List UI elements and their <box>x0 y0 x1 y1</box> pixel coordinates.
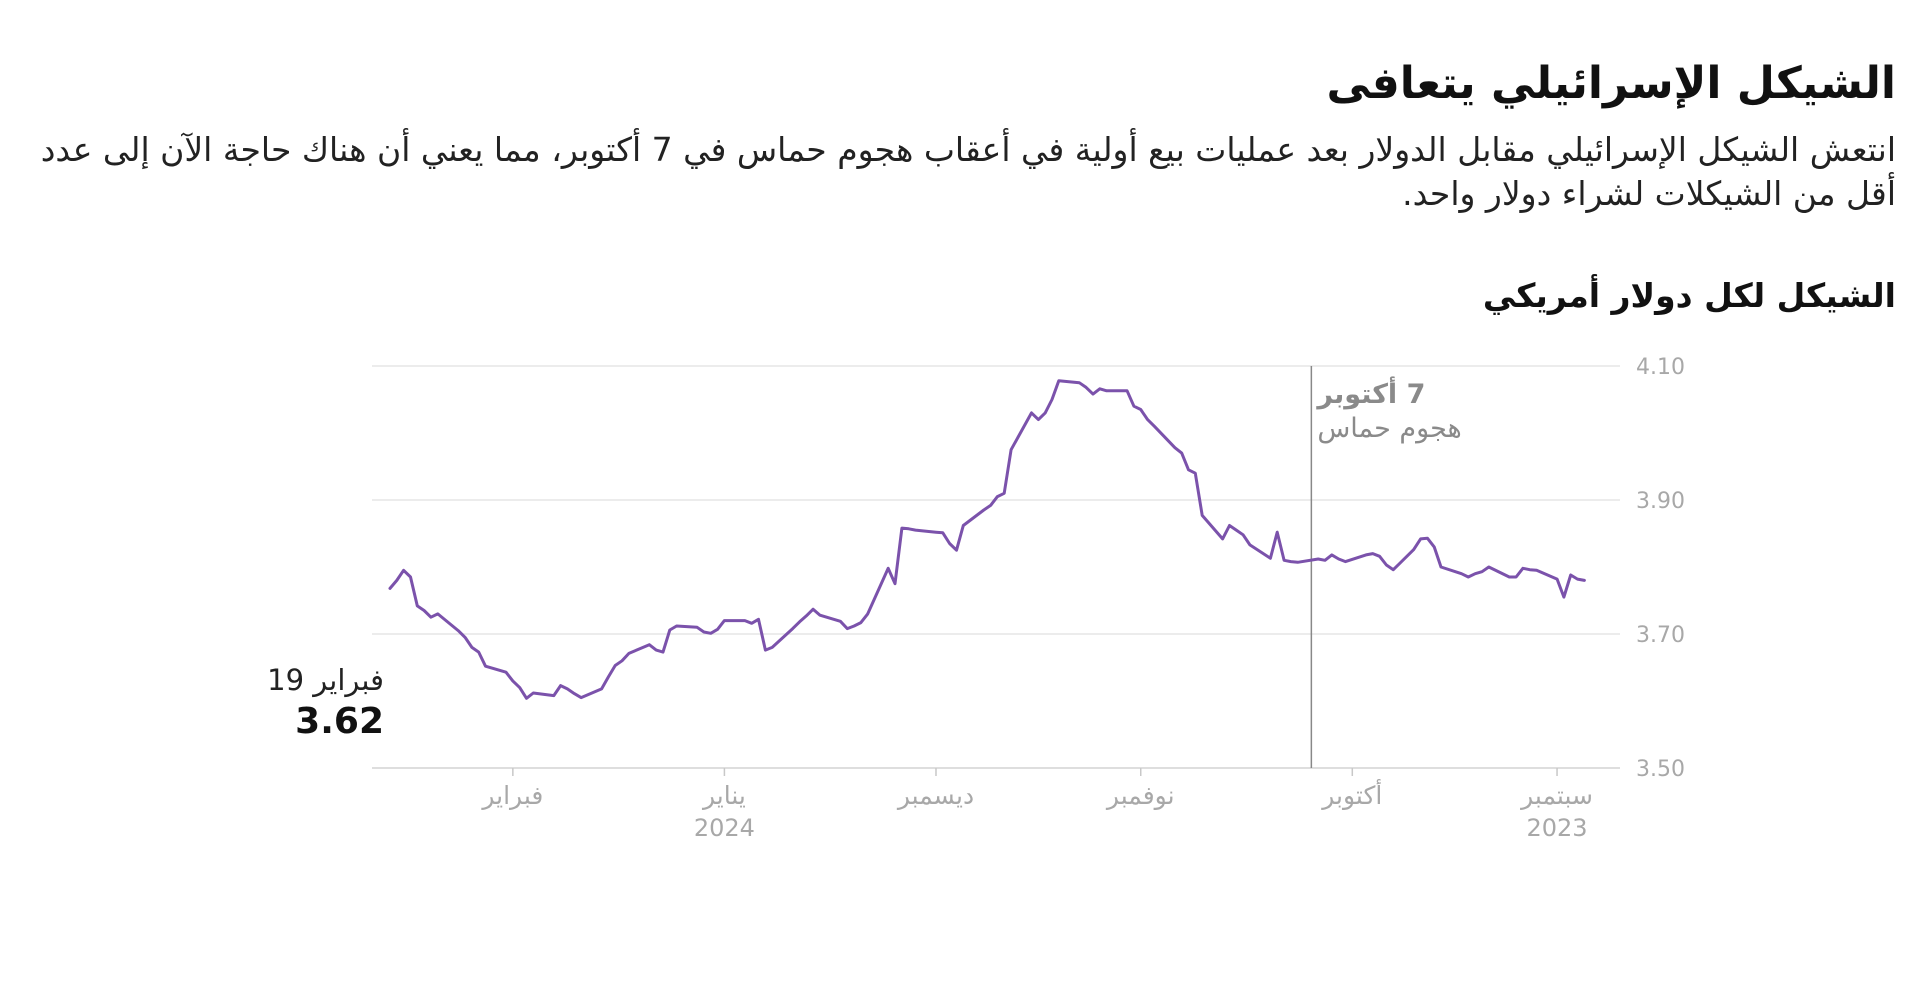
y-tick-label: 4.10 <box>1636 355 1685 380</box>
x-tick-label: سبتمبر <box>1519 781 1593 810</box>
y-tick-label: 3.50 <box>1636 757 1685 782</box>
end-value: 3.62 <box>295 701 384 742</box>
y-axis-unit-label: الشيكل لكل دولار أمريكي <box>1482 276 1896 315</box>
chart-subtitle: انتعش الشيكل الإسرائيلي مقابل الدولار بع… <box>40 130 1896 213</box>
x-tick-label: أكتوبر <box>1320 778 1382 810</box>
x-tick-label: ديسمبر <box>896 781 974 810</box>
x-tick-year-label: 2023 <box>1527 814 1588 842</box>
x-tick-label: نوفمبر <box>1105 781 1175 810</box>
x-tick-label: فبراير <box>480 781 543 810</box>
end-date-label: فبراير 19 <box>267 663 384 697</box>
y-axis-ticks: 4.10 3.90 3.70 3.50 <box>1636 355 1685 782</box>
event-sublabel: هجوم حماس <box>1317 413 1461 444</box>
y-tick-label: 3.90 <box>1636 489 1685 514</box>
chart-title: الشيكل الإسرائيلي يتعافى <box>1326 58 1896 109</box>
x-tick-label: يناير <box>701 781 746 810</box>
end-value-label: فبراير 19 3.62 <box>267 663 384 742</box>
line-chart: 4.10 3.90 3.70 3.50 فبراير يناير 2024 ديسمبر نو… <box>267 355 1685 842</box>
x-tick-year-label: 2024 <box>694 814 755 842</box>
y-tick-label: 3.70 <box>1636 623 1685 648</box>
event-label: 7 أكتوبر <box>1315 376 1425 410</box>
series-line <box>388 379 1586 700</box>
x-axis-ticks: فبراير يناير 2024 ديسمبر نوفمبر أكتوبر سبتمبر 2… <box>480 768 1593 842</box>
gridlines <box>372 365 1620 769</box>
header: الشيكل الإسرائيلي يتعافى انتعش الشيكل ال… <box>16 56 1896 216</box>
